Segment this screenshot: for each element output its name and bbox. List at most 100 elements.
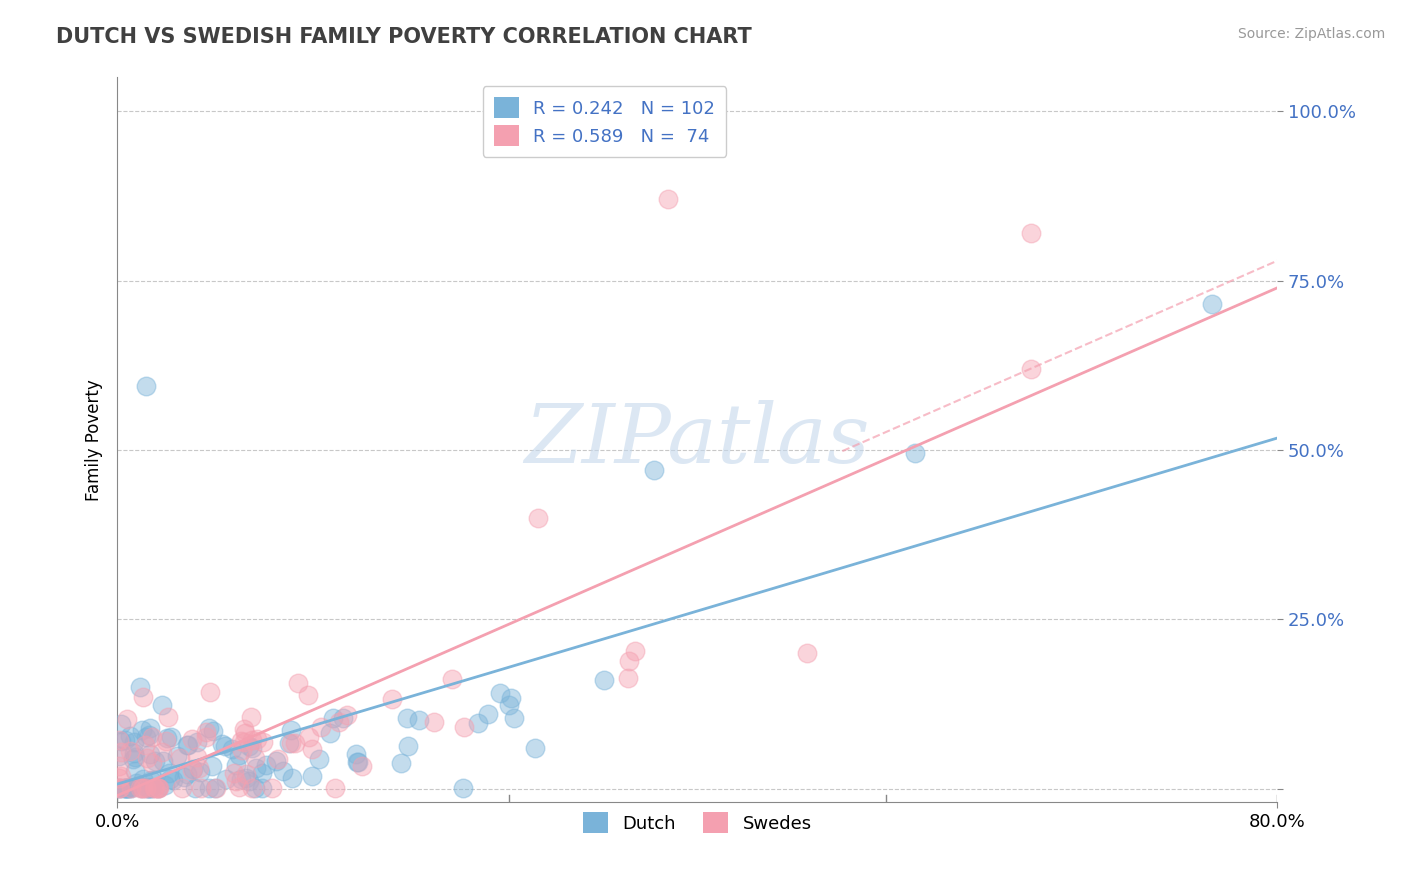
Point <box>108 759 131 773</box>
Point <box>211 737 233 751</box>
Point <box>139 773 162 788</box>
Point <box>125 776 148 790</box>
Point <box>322 711 344 725</box>
Point <box>311 720 333 734</box>
Point <box>440 673 463 687</box>
Point <box>231 743 253 757</box>
Point <box>347 755 370 769</box>
Point <box>166 749 188 764</box>
Point <box>124 746 146 760</box>
Point <box>204 780 226 795</box>
Point <box>502 710 524 724</box>
Point <box>108 780 131 795</box>
Point <box>110 745 132 759</box>
Point <box>114 780 136 795</box>
Point <box>173 770 195 784</box>
Point <box>523 741 546 756</box>
Point <box>139 780 162 795</box>
Point <box>198 780 221 795</box>
Point <box>350 758 373 772</box>
Point <box>287 676 309 690</box>
Point <box>134 738 156 752</box>
Point <box>617 671 640 685</box>
Point <box>141 756 163 770</box>
Point <box>152 754 174 768</box>
Point <box>120 744 142 758</box>
Point <box>132 772 155 786</box>
Point <box>176 767 198 781</box>
Point <box>254 758 277 772</box>
Point <box>148 780 170 795</box>
Point <box>332 711 354 725</box>
Point <box>619 654 641 668</box>
Point <box>157 766 180 780</box>
Point <box>150 698 173 713</box>
Point <box>389 756 412 771</box>
Point <box>593 673 616 687</box>
Point <box>128 680 150 694</box>
Point <box>169 751 191 765</box>
Point <box>235 766 257 780</box>
Point <box>204 780 226 795</box>
Point <box>215 772 238 786</box>
Point <box>240 780 263 795</box>
Point <box>131 780 153 795</box>
Point <box>202 723 225 738</box>
Point <box>246 732 269 747</box>
Point <box>1201 297 1223 311</box>
Point <box>124 764 146 778</box>
Point <box>240 733 263 747</box>
Point <box>138 722 160 736</box>
Point <box>129 780 152 795</box>
Point <box>235 771 257 785</box>
Point <box>231 772 253 786</box>
Point <box>194 724 217 739</box>
Point <box>225 757 247 772</box>
Point <box>408 713 430 727</box>
Point <box>190 780 212 795</box>
Point <box>148 780 170 795</box>
Point <box>146 780 169 795</box>
Point <box>252 735 274 749</box>
Point <box>489 686 512 700</box>
Point <box>477 706 499 721</box>
Point <box>115 780 138 795</box>
Point <box>233 735 256 749</box>
Point <box>498 698 520 713</box>
Point <box>243 751 266 765</box>
Point <box>214 739 236 753</box>
Point <box>176 738 198 752</box>
Point <box>280 723 302 737</box>
Point <box>139 747 162 761</box>
Point <box>132 780 155 795</box>
Point <box>198 721 221 735</box>
Point <box>117 780 139 795</box>
Point <box>141 731 163 745</box>
Point <box>110 716 132 731</box>
Point <box>301 769 323 783</box>
Point <box>228 780 250 794</box>
Point <box>280 772 302 786</box>
Point <box>115 780 138 795</box>
Point <box>135 751 157 765</box>
Point <box>135 780 157 795</box>
Point <box>224 765 246 780</box>
Point <box>267 752 290 766</box>
Point <box>136 780 159 795</box>
Point <box>301 741 323 756</box>
Legend: Dutch, Swedes: Dutch, Swedes <box>572 801 823 844</box>
Point <box>250 766 273 780</box>
Point <box>233 722 256 736</box>
Point <box>120 780 142 795</box>
Point <box>131 690 153 704</box>
Point <box>422 714 444 729</box>
Point <box>148 780 170 795</box>
Point <box>238 774 260 789</box>
Point <box>142 773 165 788</box>
Text: ZIPatlas: ZIPatlas <box>524 400 870 480</box>
Point <box>107 780 129 795</box>
Point <box>138 728 160 742</box>
Point <box>318 726 340 740</box>
Point <box>298 730 321 744</box>
Point <box>142 780 165 795</box>
